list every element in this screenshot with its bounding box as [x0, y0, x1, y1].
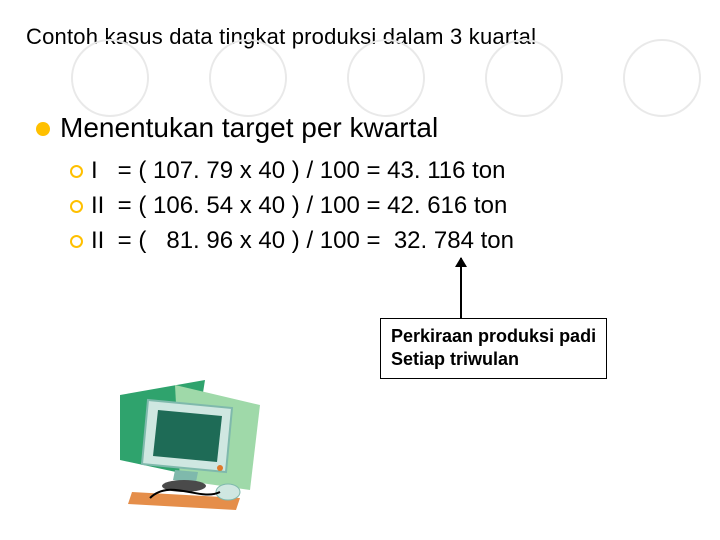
note-line: Setiap triwulan — [391, 348, 596, 371]
clipart-svg — [120, 380, 260, 510]
note-line: Perkiraan produksi padi — [391, 325, 596, 348]
ring-icon — [70, 235, 83, 248]
calc-text: II = ( 81. 96 x 40 ) / 100 = 32. 784 ton — [91, 227, 514, 254]
calc-row: II = ( 106. 54 x 40 ) / 100 = 42. 616 to… — [70, 189, 514, 224]
note-box: Perkiraan produksi padi Setiap triwulan — [380, 318, 607, 379]
heading-row: Menentukan target per kwartal — [36, 112, 438, 144]
calc-text: I = ( 107. 79 x 40 ) / 100 = 43. 116 ton — [91, 157, 506, 184]
calc-row: I = ( 107. 79 x 40 ) / 100 = 43. 116 ton — [70, 154, 514, 189]
heading-text: Menentukan target per kwartal — [60, 112, 438, 143]
calc-text: II = ( 106. 54 x 40 ) / 100 = 42. 616 to… — [91, 192, 507, 219]
ring-icon — [70, 165, 83, 178]
bullet-dot-icon — [36, 122, 50, 136]
calc-row: II = ( 81. 96 x 40 ) / 100 = 32. 784 ton — [70, 224, 514, 259]
computer-clipart-icon — [120, 380, 260, 510]
circles-svg — [0, 38, 720, 118]
ring-icon — [70, 200, 83, 213]
slide-title: Contoh kasus data tingkat produksi dalam… — [26, 24, 536, 50]
calculation-list: I = ( 107. 79 x 40 ) / 100 = 43. 116 ton… — [70, 154, 514, 258]
arrow-up-icon — [460, 258, 462, 318]
decorative-circles — [0, 38, 720, 118]
